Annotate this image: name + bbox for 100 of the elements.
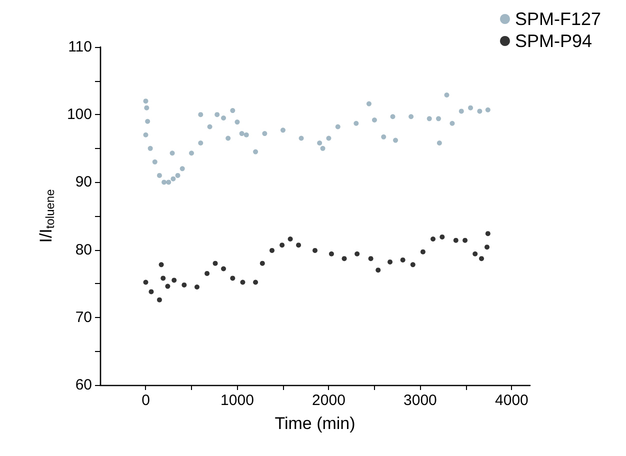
point [234, 120, 240, 125]
point [430, 236, 436, 242]
point [354, 120, 359, 126]
point [145, 118, 150, 124]
point [207, 124, 212, 130]
point [368, 256, 374, 262]
point [484, 244, 490, 250]
point [453, 238, 458, 243]
point [270, 248, 274, 253]
x-tick-label: 1000 [220, 392, 254, 409]
point [479, 256, 484, 262]
point [335, 124, 340, 130]
point [239, 131, 244, 136]
point [143, 132, 148, 138]
x-tick-label: 2000 [312, 392, 346, 409]
y-tick-label: 90 [75, 174, 92, 191]
legend-label: SPM-F127 [514, 9, 602, 29]
point [472, 251, 478, 256]
point [298, 136, 304, 141]
y-tick-label: 80 [75, 241, 92, 258]
point [253, 280, 258, 285]
point [172, 278, 177, 283]
point [180, 166, 185, 172]
point [477, 108, 482, 114]
y-tick-label: 60 [75, 376, 92, 394]
point [280, 128, 286, 133]
point [226, 136, 231, 141]
point [390, 114, 396, 120]
point [260, 260, 265, 266]
point [400, 257, 406, 262]
point [262, 131, 268, 136]
point [410, 262, 416, 268]
point [221, 266, 226, 272]
point [182, 282, 187, 288]
point [381, 134, 386, 140]
point [468, 105, 474, 110]
x-axis-title: Time (min) [274, 414, 356, 433]
point [156, 297, 162, 302]
point [326, 136, 332, 141]
point [388, 259, 393, 264]
point [188, 150, 194, 156]
point [288, 236, 293, 242]
point [221, 115, 226, 120]
point [212, 260, 218, 266]
point [143, 280, 148, 285]
point [444, 92, 450, 98]
point [485, 231, 490, 236]
point [175, 172, 180, 178]
point [165, 284, 170, 289]
x-tick-label: 0 [142, 392, 150, 409]
x-tick-label: 3000 [404, 392, 437, 409]
x-tick-label: 4000 [495, 392, 528, 409]
point [198, 140, 204, 146]
point [158, 262, 164, 268]
point [230, 276, 236, 281]
point [152, 159, 158, 164]
point [436, 116, 442, 122]
point [244, 132, 249, 138]
point [230, 108, 236, 114]
point [342, 256, 347, 262]
point [296, 242, 302, 248]
point [420, 249, 426, 254]
legend-label: SPM-P94 [514, 31, 592, 51]
point [166, 180, 172, 185]
point [436, 140, 442, 146]
point [354, 251, 360, 256]
point [214, 112, 220, 118]
point [144, 105, 150, 110]
point [148, 146, 153, 151]
point [485, 107, 490, 112]
point [170, 150, 175, 156]
point [366, 101, 372, 106]
point [198, 112, 204, 118]
point [156, 172, 162, 178]
point [426, 116, 432, 122]
point [317, 140, 322, 146]
point [372, 118, 377, 123]
point [312, 248, 318, 253]
point [160, 276, 166, 281]
point [253, 149, 258, 154]
point [204, 270, 210, 276]
y-tick-label: 100 [66, 106, 92, 124]
point [462, 238, 468, 243]
point [408, 114, 414, 120]
point [393, 138, 398, 143]
point [143, 98, 148, 104]
point [328, 251, 334, 256]
y-axis-title: I/Itoluene [36, 188, 58, 243]
point [148, 289, 154, 294]
point [320, 146, 326, 151]
y-tick-label: 110 [68, 38, 92, 56]
point [280, 242, 285, 248]
point [440, 234, 445, 240]
point [162, 180, 167, 185]
point [458, 108, 464, 114]
point [240, 280, 246, 285]
y-tick-label: 70 [75, 308, 92, 326]
point [376, 268, 381, 273]
point [170, 176, 176, 182]
point [194, 284, 200, 290]
